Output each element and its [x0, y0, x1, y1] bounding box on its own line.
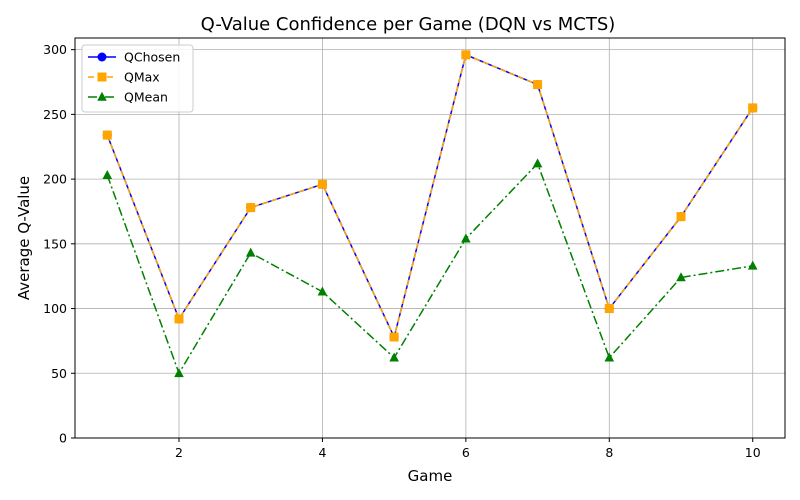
legend: QChosen QMax QMean	[81, 44, 194, 113]
y-tick-label: 200	[43, 172, 67, 187]
qmean-point	[317, 286, 328, 296]
series-qmean	[102, 158, 758, 378]
series-qmax	[102, 50, 758, 342]
y-tick-label: 250	[43, 107, 67, 122]
x-tick-label: 10	[745, 445, 761, 460]
legend-label-qmax: QMax	[124, 70, 160, 85]
y-tick-label: 150	[43, 236, 67, 251]
qmax-line	[106, 53, 754, 340]
series-layer	[102, 50, 758, 378]
chart-title: Q-Value Confidence per Game (DQN vs MCTS…	[201, 14, 616, 35]
y-tick-label: 300	[43, 42, 67, 57]
qmean-point	[604, 352, 615, 362]
x-tick-label: 4	[318, 445, 326, 460]
qmean-line	[106, 162, 753, 376]
legend-label-qmean: QMean	[124, 90, 168, 105]
x-tick-label: 2	[175, 445, 183, 460]
legend-marker-qmax	[97, 72, 107, 82]
qmean-point	[389, 352, 399, 362]
legend-frame	[81, 44, 194, 113]
qmax-point	[533, 80, 543, 90]
y-axis-label: Average Q-Value	[15, 176, 33, 300]
qmax-point	[246, 203, 256, 213]
y-tick-label: 100	[43, 301, 67, 316]
qmax-point	[604, 304, 614, 314]
qmax-point	[748, 103, 758, 113]
legend-marker-qmean	[97, 91, 107, 101]
y-tick-label: 50	[51, 366, 67, 381]
x-tick-label: 6	[462, 445, 470, 460]
qmean-point	[102, 170, 113, 180]
qmean-point	[245, 247, 256, 257]
qmax-point	[676, 212, 686, 222]
qchosen-line	[106, 53, 754, 340]
x-tick-label: 8	[605, 445, 613, 460]
qmax-point	[461, 50, 471, 60]
qmax-point	[174, 314, 184, 324]
qmean-point	[461, 233, 471, 243]
plot-frame	[74, 37, 786, 439]
legend-label-qchosen: QChosen	[124, 50, 180, 65]
qmean-point	[676, 272, 686, 282]
qmean-point	[747, 260, 758, 270]
qmean-point	[532, 158, 543, 168]
qmax-point	[389, 332, 399, 342]
y-tick-label: 0	[59, 431, 67, 446]
legend-marker-qchosen	[97, 52, 107, 62]
qmax-point	[102, 130, 112, 140]
x-axis-label: Game	[408, 467, 453, 485]
qmax-point	[317, 179, 327, 189]
qmean-point	[174, 368, 184, 378]
